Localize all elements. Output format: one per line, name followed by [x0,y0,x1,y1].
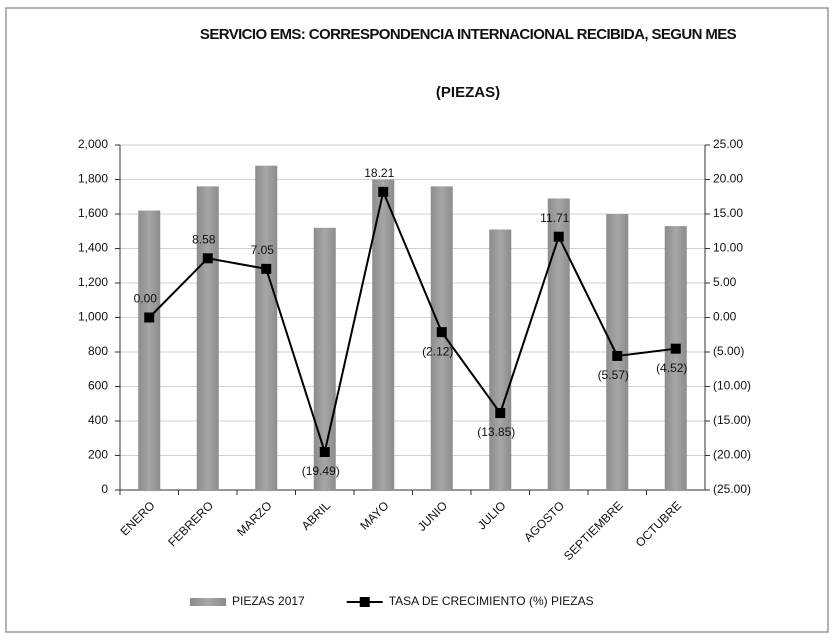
line-marker [378,186,389,197]
chart-subtitle: (PIEZAS) [435,84,501,101]
data-label: (5.57) [598,368,629,382]
y-tick-label: 2,000 [78,137,108,151]
data-label: 0.00 [134,292,158,306]
line-marker [553,231,564,242]
bar [138,210,161,491]
bar [255,165,278,490]
y2-tick-label: 20.00 [713,172,743,186]
y2-tick-label: (15.00) [713,413,751,427]
y2-tick-label: 10.00 [713,241,743,255]
data-label: (13.85) [477,425,515,439]
bar [430,186,453,490]
y2-tick-label: (25.00) [713,482,751,496]
bar [489,229,512,490]
bar [664,226,687,490]
legend-marker [359,597,370,607]
y-tick-label: 1,200 [78,275,108,289]
y-tick-label: 1,400 [78,241,108,255]
bar [372,179,395,490]
line-marker [261,263,272,274]
legend-swatch [190,598,226,606]
line-marker [319,446,330,457]
line [148,188,676,456]
y2-tick-label: 0.00 [713,310,737,324]
y-tick-label: 200 [88,448,108,462]
legend-label: TASA DE CRECIMIENTO (%) PIEZAS [389,594,594,608]
y2-tick-label: 25.00 [713,137,743,151]
line-marker [670,343,681,354]
y2-tick-label: 15.00 [713,206,743,220]
y2-tick-label: (10.00) [713,379,751,393]
line-marker [495,408,506,419]
legend-label: PIEZAS 2017 [232,594,305,608]
y-tick-label: 800 [88,344,108,358]
chart-title: SERVICIO EMS: CORRESPONDENCIA INTERNACIO… [199,26,737,43]
data-label: (4.52) [656,361,687,375]
y2-tick-label: 5.00 [713,275,737,289]
data-label: 7.05 [251,243,275,257]
y-tick-label: 1,000 [78,310,108,324]
y-tick-label: 400 [88,413,108,427]
data-label: 11.71 [540,211,569,225]
y2-tick-label: (20.00) [713,448,751,462]
data-label: 18.21 [364,166,394,180]
y-tick-label: 0 [101,482,108,496]
bar [547,198,570,490]
y-tick-label: 600 [88,379,108,393]
bar [196,186,219,490]
line-marker [144,312,155,323]
data-label: (19.49) [302,464,340,478]
y-tick-label: 1,800 [78,172,108,186]
y2-tick-label: (5.00) [713,344,744,358]
line-marker [612,350,623,361]
data-label: 8.58 [192,232,216,246]
y-tick-label: 1,600 [78,206,108,220]
line-marker [202,253,213,264]
data-label: (2.12) [422,344,453,358]
line-marker [436,327,447,338]
